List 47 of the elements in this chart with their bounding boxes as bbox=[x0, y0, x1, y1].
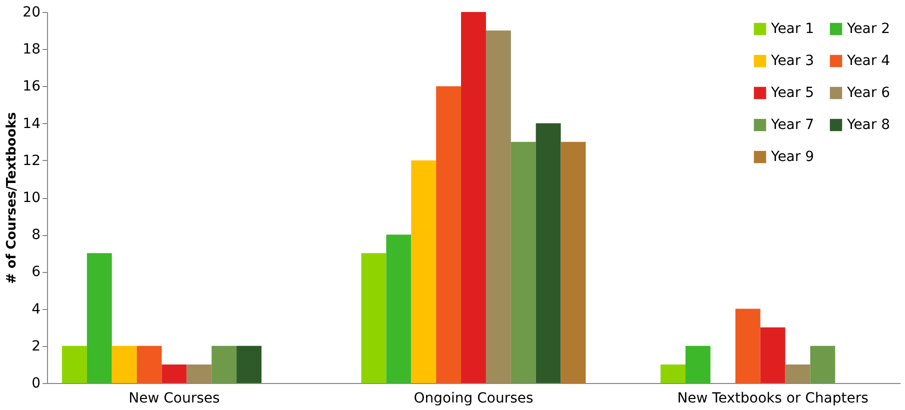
legend-label: Year 2 bbox=[846, 21, 890, 37]
y-tick-label: 4 bbox=[32, 301, 41, 318]
legend-label: Year 5 bbox=[770, 85, 814, 101]
bar bbox=[560, 142, 586, 383]
bar bbox=[735, 308, 760, 383]
bar bbox=[510, 142, 536, 383]
bar bbox=[461, 12, 486, 383]
bar bbox=[760, 327, 786, 383]
y-tick-label: 10 bbox=[22, 190, 40, 206]
bar bbox=[810, 346, 836, 383]
bar bbox=[212, 346, 237, 383]
bar bbox=[386, 234, 412, 383]
y-axis-title: # of Courses/Textbooks bbox=[4, 112, 20, 284]
bar bbox=[162, 364, 187, 383]
bar bbox=[236, 346, 262, 383]
bar bbox=[785, 364, 810, 383]
y-tick-label: 12 bbox=[22, 152, 40, 169]
x-tick-label: Ongoing Courses bbox=[414, 390, 534, 406]
legend-label: Year 9 bbox=[770, 149, 814, 165]
bar bbox=[136, 346, 162, 383]
bar bbox=[660, 364, 686, 383]
y-tick-label: 16 bbox=[22, 78, 41, 95]
y-tick-label: 14 bbox=[22, 116, 41, 132]
legend-label: Year 4 bbox=[846, 53, 890, 69]
bar bbox=[436, 86, 462, 383]
legend-label: Year 3 bbox=[770, 53, 814, 69]
bar bbox=[112, 346, 137, 383]
bar bbox=[361, 253, 386, 383]
y-tick-label: 20 bbox=[22, 4, 40, 20]
bar bbox=[186, 364, 212, 383]
bar bbox=[86, 253, 112, 383]
bar bbox=[411, 160, 436, 383]
y-tick-label: 18 bbox=[22, 42, 40, 58]
legend-label: Year 6 bbox=[846, 85, 890, 101]
bar bbox=[536, 123, 561, 383]
x-tick-label: New Textbooks or Chapters bbox=[677, 390, 868, 406]
y-tick-label: 8 bbox=[32, 227, 40, 244]
legend-label: Year 1 bbox=[770, 21, 814, 37]
y-tick-label: 6 bbox=[32, 264, 41, 280]
bar bbox=[686, 346, 710, 383]
y-tick-label: 0 bbox=[32, 376, 40, 392]
y-tick-label: 2 bbox=[32, 338, 40, 354]
x-tick-label: New Courses bbox=[128, 390, 220, 406]
bar bbox=[486, 30, 511, 383]
bar bbox=[62, 346, 87, 383]
legend-label: Year 7 bbox=[770, 117, 814, 133]
legend-label: Year 8 bbox=[846, 117, 890, 133]
